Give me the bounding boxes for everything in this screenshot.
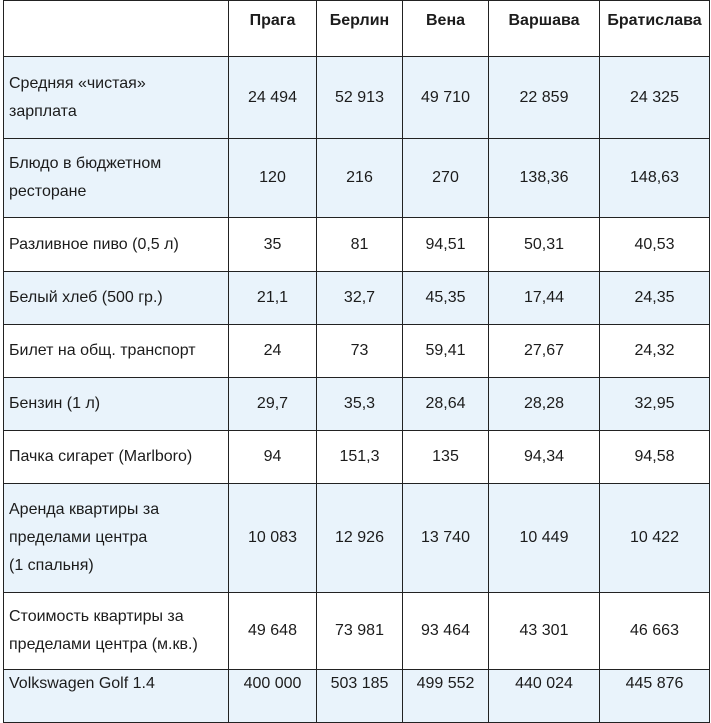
table-cell: 24: [228, 324, 317, 378]
table-row: Блюдо в бюджетном ресторане 120 216 270 …: [3, 138, 710, 218]
price-comparison-table: Прага Берлин Вена Варшава Братислава Сре…: [3, 0, 710, 723]
table-cell: 28,28: [488, 377, 600, 431]
table-cell: 24,35: [599, 271, 710, 325]
table-row: Бензин (1 л) 29,7 35,3 28,64 28,28 32,95: [3, 377, 710, 431]
column-header-vienna: Вена: [402, 0, 489, 57]
table-cell: 81: [316, 217, 403, 272]
table-row: Билет на общ. транспорт 24 73 59,41 27,6…: [3, 324, 710, 378]
table-cell: 13 740: [402, 483, 489, 593]
row-label: Белый хлеб (500 гр.): [3, 271, 229, 325]
table-cell: 10 422: [599, 483, 710, 593]
table-cell: 73: [316, 324, 403, 378]
column-header-berlin: Берлин: [316, 0, 403, 57]
table-cell: 49 648: [228, 592, 317, 670]
table-cell: 138,36: [488, 138, 600, 218]
table-row: Стоимость квартиры за пределами центра (…: [3, 592, 710, 670]
table-cell: 43 301: [488, 592, 600, 670]
table-cell: 93 464: [402, 592, 489, 670]
table-cell: 270: [402, 138, 489, 218]
row-label: Средняя «чистая» зарплата: [3, 56, 229, 139]
table-cell: 35,3: [316, 377, 403, 431]
row-label: Стоимость квартиры за пределами центра (…: [3, 592, 229, 670]
table-row: Средняя «чистая» зарплата 24 494 52 913 …: [3, 56, 710, 139]
table-cell: 73 981: [316, 592, 403, 670]
row-label: Билет на общ. транспорт: [3, 324, 229, 378]
header-row: Прага Берлин Вена Варшава Братислава: [3, 0, 710, 57]
table-cell: 503 185: [316, 669, 403, 723]
table-cell: 12 926: [316, 483, 403, 593]
table-cell: 94,58: [599, 430, 710, 484]
table-cell: 40,53: [599, 217, 710, 272]
table-cell: 440 024: [488, 669, 600, 723]
row-label: Разливное пиво (0,5 л): [3, 217, 229, 272]
header-corner-cell: [3, 0, 229, 57]
row-label: Блюдо в бюджетном ресторане: [3, 138, 229, 218]
table-cell: 24 325: [599, 56, 710, 139]
table-cell: 49 710: [402, 56, 489, 139]
table-cell: 94: [228, 430, 317, 484]
table-cell: 17,44: [488, 271, 600, 325]
table-cell: 120: [228, 138, 317, 218]
table-cell: 24 494: [228, 56, 317, 139]
table-cell: 445 876: [599, 669, 710, 723]
row-label: Volkswagen Golf 1.4: [3, 669, 229, 723]
column-header-bratislava: Братислава: [599, 0, 710, 57]
table-cell: 22 859: [488, 56, 600, 139]
table-cell: 10 083: [228, 483, 317, 593]
row-label: Пачка сигарет (Marlboro): [3, 430, 229, 484]
table-cell: 400 000: [228, 669, 317, 723]
table-cell: 28,64: [402, 377, 489, 431]
table-row: Разливное пиво (0,5 л) 35 81 94,51 50,31…: [3, 217, 710, 272]
table-row: Volkswagen Golf 1.4 400 000 503 185 499 …: [3, 669, 710, 723]
table-cell: 29,7: [228, 377, 317, 431]
table-cell: 32,95: [599, 377, 710, 431]
row-label: Бензин (1 л): [3, 377, 229, 431]
table-cell: 151,3: [316, 430, 403, 484]
table-row: Аренда квартиры за пределами центра (1 с…: [3, 483, 710, 593]
table-cell: 24,32: [599, 324, 710, 378]
column-header-prague: Прага: [228, 0, 317, 57]
table-row: Белый хлеб (500 гр.) 21,1 32,7 45,35 17,…: [3, 271, 710, 325]
table-cell: 27,67: [488, 324, 600, 378]
table-cell: 135: [402, 430, 489, 484]
table-cell: 50,31: [488, 217, 600, 272]
table-row: Пачка сигарет (Marlboro) 94 151,3 135 94…: [3, 430, 710, 484]
table-cell: 45,35: [402, 271, 489, 325]
table-cell: 94,34: [488, 430, 600, 484]
table-cell: 46 663: [599, 592, 710, 670]
table-cell: 216: [316, 138, 403, 218]
table-cell: 35: [228, 217, 317, 272]
table-cell: 499 552: [402, 669, 489, 723]
table-cell: 59,41: [402, 324, 489, 378]
table-cell: 10 449: [488, 483, 600, 593]
table-cell: 32,7: [316, 271, 403, 325]
table-cell: 52 913: [316, 56, 403, 139]
row-label: Аренда квартиры за пределами центра (1 с…: [3, 483, 229, 593]
table-cell: 21,1: [228, 271, 317, 325]
table-cell: 148,63: [599, 138, 710, 218]
column-header-warsaw: Варшава: [488, 0, 600, 57]
table-cell: 94,51: [402, 217, 489, 272]
